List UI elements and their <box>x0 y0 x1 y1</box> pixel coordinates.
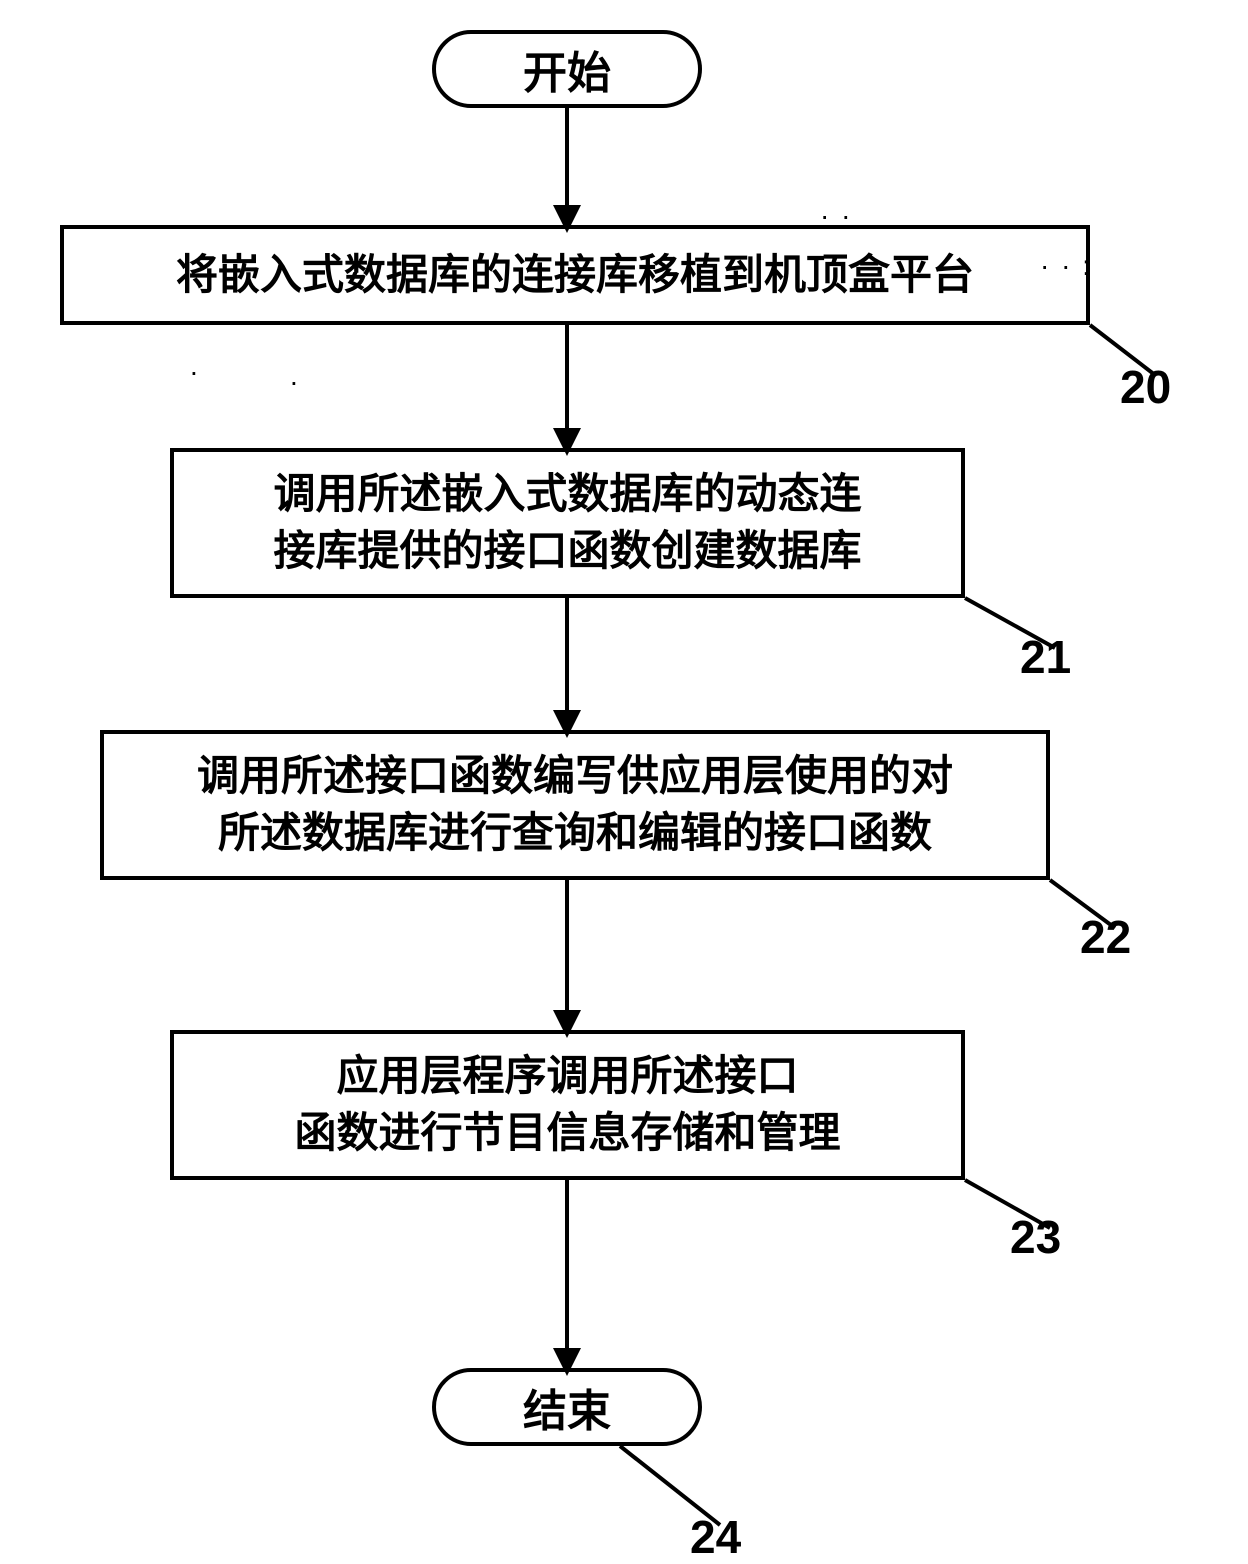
terminal-start: 开始 <box>432 30 702 108</box>
terminal-start-text: 开始 <box>523 37 611 101</box>
process-step-22: 调用所述接口函数编写供应用层使用的对所述数据库进行查询和编辑的接口函数 <box>100 730 1050 880</box>
process-step-20: 将嵌入式数据库的连接库移植到机顶盒平台 <box>60 225 1090 325</box>
noise-dot: . <box>290 360 300 392</box>
noise-dot: . <box>190 350 200 382</box>
step-label-20: 20 <box>1120 360 1171 414</box>
terminal-end: 结束 <box>432 1368 702 1446</box>
flowchart-canvas: 开始 将嵌入式数据库的连接库移植到机顶盒平台 调用所述嵌入式数据库的动态连接库提… <box>0 0 1248 1564</box>
noise-dot: · · : <box>1040 250 1092 282</box>
noise-dot: · · <box>820 200 852 232</box>
process-step-21-text: 调用所述嵌入式数据库的动态连接库提供的接口函数创建数据库 <box>273 466 861 579</box>
process-step-20-text: 将嵌入式数据库的连接库移植到机顶盒平台 <box>176 247 974 304</box>
terminal-end-text: 结束 <box>523 1375 611 1439</box>
process-step-21: 调用所述嵌入式数据库的动态连接库提供的接口函数创建数据库 <box>170 448 965 598</box>
step-label-22: 22 <box>1080 910 1131 964</box>
process-step-22-text: 调用所述接口函数编写供应用层使用的对所述数据库进行查询和编辑的接口函数 <box>197 748 953 861</box>
step-label-23: 23 <box>1010 1210 1061 1264</box>
process-step-23-text: 应用层程序调用所述接口函数进行节目信息存储和管理 <box>294 1048 840 1161</box>
process-step-23: 应用层程序调用所述接口函数进行节目信息存储和管理 <box>170 1030 965 1180</box>
step-label-24: 24 <box>690 1510 741 1564</box>
step-label-21: 21 <box>1020 630 1071 684</box>
